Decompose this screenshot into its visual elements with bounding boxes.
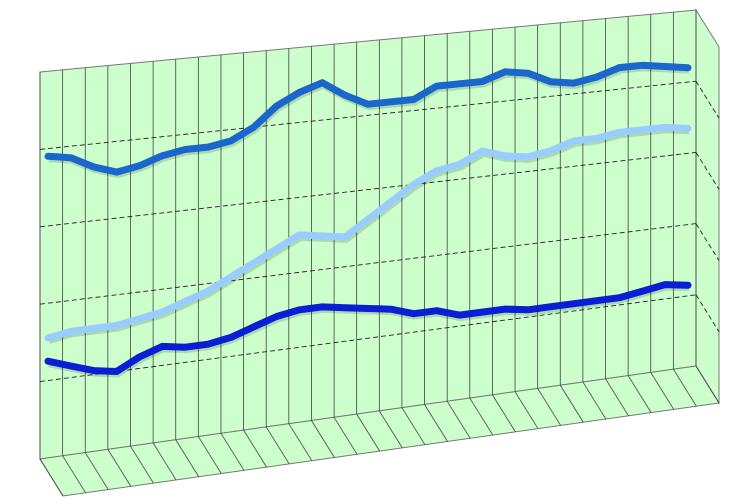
horizontal-gridline [39, 223, 697, 305]
plot-side-wall [695, 8, 720, 405]
horizontal-gridline [39, 151, 697, 228]
floor-gridline [401, 407, 426, 445]
floor-gridline [492, 394, 516, 433]
floor-gridline [311, 420, 335, 458]
floor-gridline [559, 385, 584, 423]
floor-gridline [107, 449, 132, 487]
horizontal-gridline [39, 294, 697, 383]
floor-gridline [446, 401, 471, 439]
floor-gridline [265, 426, 290, 465]
floor-gridline [84, 452, 109, 490]
floor-gridline [378, 410, 403, 449]
floor-gridline [537, 388, 561, 426]
side-gridline [695, 80, 720, 119]
side-gridline [695, 223, 720, 261]
side-gridline [695, 152, 720, 190]
floor-gridline [175, 439, 200, 477]
floor-gridline [62, 455, 86, 494]
side-gridline [695, 294, 720, 333]
floor-gridline [220, 433, 245, 471]
floor-gridline [130, 445, 154, 484]
series-layer [44, 61, 692, 378]
floor-gridline [424, 404, 448, 442]
floor-gridline [152, 442, 177, 481]
floor-gridline [673, 368, 697, 407]
floor-gridline [243, 429, 267, 468]
floor-gridline [605, 378, 629, 417]
floor-gridline [582, 381, 607, 420]
floor-gridline [514, 391, 539, 429]
floor-gridline [627, 375, 652, 413]
floor-gridline [650, 372, 675, 410]
horizontal-gridline [39, 80, 697, 150]
floor-gridline [469, 397, 494, 436]
floor-gridline [39, 458, 64, 497]
floor-gridline [198, 436, 222, 474]
floor-gridline [695, 365, 720, 404]
floor-gridline [333, 417, 358, 455]
floor-gridline [288, 423, 313, 461]
floor-gridline [356, 413, 381, 452]
